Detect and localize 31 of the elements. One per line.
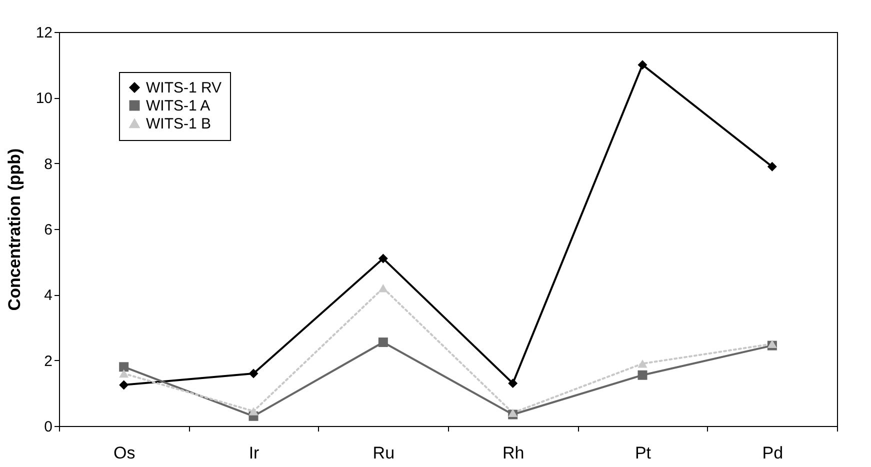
y-tick-label: 0 [44, 418, 52, 436]
point [508, 378, 518, 388]
point [119, 369, 129, 378]
point [378, 338, 388, 348]
y-tick-label: 2 [44, 352, 52, 370]
y-axis-title: Concentration (ppb) [4, 148, 24, 311]
x-tick-label: Ir [248, 444, 260, 462]
point [248, 407, 258, 416]
point [248, 368, 258, 378]
y-tick-label: 10 [36, 90, 52, 108]
x-tick-label: Ru [372, 444, 395, 462]
y-tick-label: 12 [36, 24, 52, 42]
point [119, 362, 129, 372]
point [119, 380, 129, 390]
legend-label: WITS-1 RV [146, 80, 222, 96]
point [378, 284, 388, 292]
point [638, 360, 648, 368]
point [508, 408, 518, 417]
y-tick-label: 8 [44, 156, 52, 173]
x-tick-label: Rh [502, 444, 524, 462]
point [378, 254, 388, 264]
point [638, 370, 648, 380]
x-tick-label: Pt [634, 444, 652, 462]
point [638, 60, 648, 70]
y-tick-label: 6 [44, 222, 52, 238]
legend-label: WITS-1 B [146, 116, 212, 132]
legend-label: WITS-1 A [146, 98, 210, 114]
x-tick-label: Os [113, 444, 136, 462]
x-tick-label: Pd [762, 444, 784, 462]
point [767, 162, 777, 172]
y-tick-label: 4 [44, 287, 52, 304]
